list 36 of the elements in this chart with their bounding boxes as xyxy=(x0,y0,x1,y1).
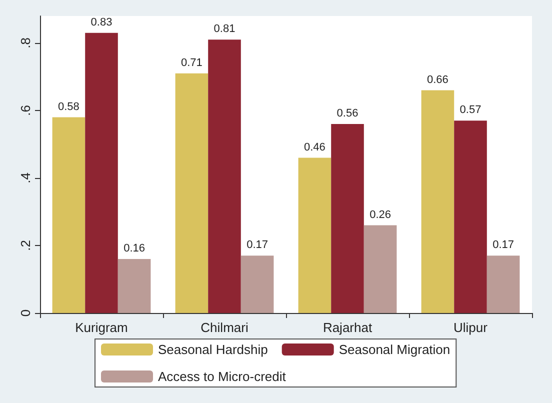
bar xyxy=(331,124,364,313)
legend-label: Access to Micro-credit xyxy=(158,369,286,384)
legend-label: Seasonal Migration xyxy=(338,342,450,357)
data-label: 0.46 xyxy=(304,141,326,154)
y-tick-label: .4 xyxy=(18,172,33,184)
bar xyxy=(52,117,86,313)
data-label: 0.56 xyxy=(336,108,358,120)
x-tick-label: Chilmari xyxy=(200,320,248,335)
data-label: 0.83 xyxy=(90,16,112,28)
data-label: 0.81 xyxy=(214,23,236,36)
bar xyxy=(118,259,151,313)
bar xyxy=(364,225,397,313)
y-tick-label: .8 xyxy=(18,38,33,48)
data-label: 0.17 xyxy=(246,239,268,252)
data-label: 0.71 xyxy=(180,56,202,69)
x-tick-label: Ulipur xyxy=(454,320,488,335)
bar xyxy=(240,256,274,313)
data-label: 0.57 xyxy=(460,104,482,116)
data-label: 0.26 xyxy=(370,208,392,221)
bar xyxy=(421,90,454,313)
bar xyxy=(175,73,208,313)
data-label: 0.58 xyxy=(58,100,80,113)
y-tick-label: .2 xyxy=(18,240,33,251)
bar xyxy=(454,120,487,313)
bar xyxy=(298,158,332,313)
y-tick-label: 0 xyxy=(18,309,33,317)
data-label: 0.16 xyxy=(124,242,146,254)
legend-label: Seasonal Hardship xyxy=(158,342,268,357)
bar xyxy=(208,40,241,313)
bar xyxy=(85,32,118,313)
x-tick-label: Kurigram xyxy=(75,320,128,335)
x-tick-label: Rajarhat xyxy=(322,320,372,335)
data-label: 0.17 xyxy=(492,239,514,252)
bar xyxy=(486,256,520,313)
y-tick-label: .6 xyxy=(18,105,33,116)
data-label: 0.66 xyxy=(426,74,448,86)
